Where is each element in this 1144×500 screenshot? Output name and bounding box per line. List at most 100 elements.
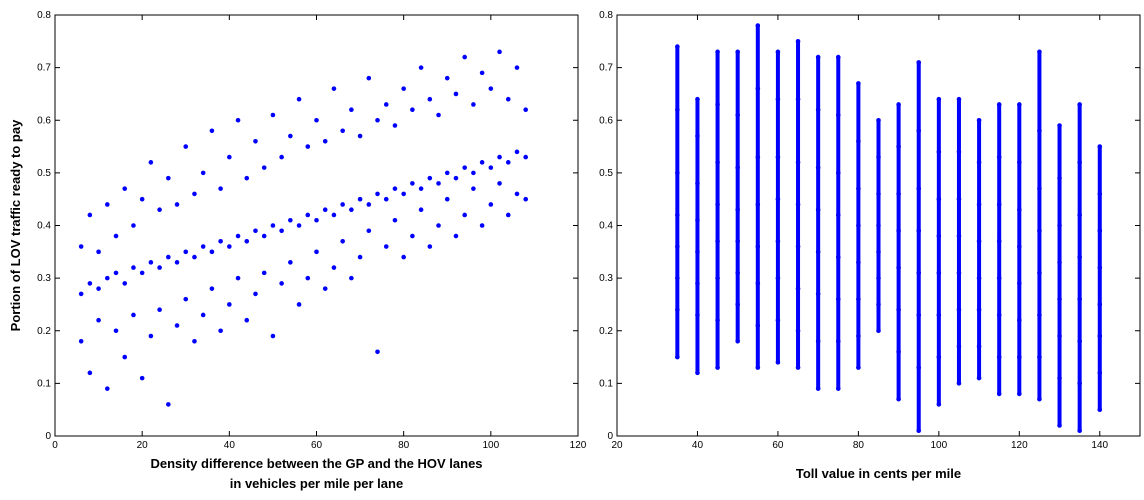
- point: [916, 60, 922, 65]
- point: [331, 86, 337, 91]
- point: [261, 165, 267, 170]
- y-tick-label: 0.5: [37, 168, 51, 179]
- point: [148, 260, 154, 265]
- point: [695, 370, 700, 376]
- point: [157, 207, 162, 213]
- point: [735, 207, 740, 213]
- point: [715, 49, 720, 55]
- point: [1017, 102, 1022, 107]
- point: [896, 144, 901, 149]
- point: [375, 349, 380, 355]
- point: [392, 123, 398, 128]
- point: [218, 238, 223, 244]
- point: [856, 260, 861, 265]
- point: [876, 328, 881, 334]
- point: [270, 112, 276, 118]
- point: [166, 175, 171, 181]
- x-tick-label: 60: [772, 440, 784, 451]
- plot: 0 0.1 0.2 0.3 0.4 0.5 0.6 0.7 0.8 20 40 60 80 100 120 1…: [599, 10, 1141, 481]
- point: [471, 186, 476, 191]
- point: [235, 233, 241, 239]
- point: [418, 207, 424, 213]
- point: [375, 117, 380, 123]
- point: [695, 181, 700, 186]
- point: [427, 175, 433, 181]
- point: [976, 238, 982, 244]
- point: [227, 244, 232, 249]
- point: [1097, 333, 1103, 339]
- point: [349, 207, 354, 213]
- point: [131, 312, 136, 318]
- point: [183, 296, 189, 302]
- point: [936, 233, 942, 239]
- point: [357, 133, 363, 139]
- point: [218, 186, 223, 191]
- point: [1037, 312, 1042, 318]
- point: [410, 233, 415, 239]
- point: [479, 223, 485, 228]
- point: [410, 107, 415, 113]
- point: [253, 228, 258, 234]
- point: [876, 249, 881, 255]
- point: [996, 202, 1002, 207]
- point: [523, 196, 528, 202]
- point: [235, 275, 241, 281]
- y-tick-label: 0.3: [599, 273, 613, 284]
- point: [349, 107, 354, 113]
- y-tick-label: 0.1: [37, 378, 51, 389]
- point: [514, 191, 520, 197]
- point: [200, 244, 206, 249]
- point: [488, 86, 494, 91]
- point: [956, 270, 962, 276]
- point: [200, 312, 206, 318]
- point: [856, 333, 861, 339]
- point: [253, 139, 258, 144]
- point: [795, 244, 801, 249]
- point: [462, 212, 467, 218]
- point: [1017, 281, 1022, 286]
- point: [436, 181, 441, 186]
- point: [444, 75, 450, 81]
- point: [462, 165, 467, 170]
- point: [436, 112, 441, 118]
- point: [735, 112, 740, 118]
- point: [392, 186, 398, 191]
- y-tick-label: 0: [607, 431, 613, 442]
- point: [488, 165, 494, 170]
- point: [288, 260, 293, 265]
- point: [755, 86, 761, 91]
- point: [1097, 265, 1103, 270]
- x-tick-label: 100: [482, 440, 499, 451]
- point: [427, 244, 433, 249]
- x-tick-label: 40: [224, 440, 236, 451]
- point: [795, 202, 801, 207]
- point: [314, 217, 319, 223]
- point: [105, 386, 110, 391]
- point: [1037, 354, 1042, 360]
- point: [856, 186, 861, 191]
- y-tick-label: 0.8: [37, 10, 51, 21]
- point: [795, 96, 801, 102]
- point: [795, 365, 801, 370]
- point: [956, 307, 962, 313]
- point: [357, 196, 363, 202]
- y-tick-label: 0.6: [599, 115, 613, 126]
- point: [1037, 186, 1042, 191]
- point: [375, 191, 380, 197]
- point: [157, 307, 162, 313]
- point: [314, 249, 319, 255]
- point: [715, 102, 720, 107]
- point: [488, 202, 494, 207]
- point: [876, 191, 881, 197]
- point: [876, 117, 881, 123]
- point: [1057, 375, 1062, 381]
- point: [87, 370, 93, 376]
- point: [815, 107, 821, 113]
- point: [916, 186, 922, 191]
- point: [815, 386, 821, 391]
- point: [715, 317, 720, 323]
- point: [976, 375, 982, 381]
- point: [976, 117, 982, 123]
- point: [113, 270, 119, 276]
- point: [956, 233, 962, 239]
